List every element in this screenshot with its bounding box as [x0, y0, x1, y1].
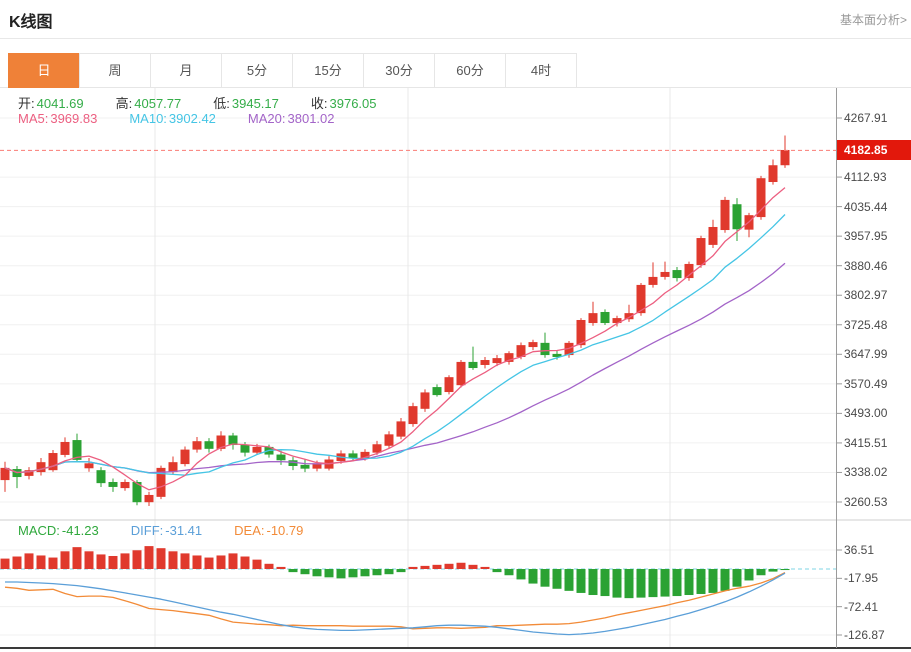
tab-interval-2[interactable]: 月 [150, 53, 222, 88]
price-tick-label: 3260.53 [844, 494, 888, 509]
price-tick-label: 3957.95 [844, 229, 888, 244]
tab-interval-7[interactable]: 4时 [505, 53, 577, 88]
price-tick-label: 3570.49 [844, 376, 888, 391]
legend-item: 低: 3945.17 [213, 96, 279, 111]
tab-interval-0[interactable]: 日 [8, 53, 80, 88]
legend-item: MA10: 3902.42 [129, 111, 216, 126]
price-tick-label: 3493.00 [844, 406, 888, 421]
tab-interval-1[interactable]: 周 [79, 53, 151, 88]
legend-item: DEA: -10.79 [234, 523, 304, 538]
price-tick-label: 3647.99 [844, 347, 888, 362]
price-tick-label: 3338.02 [844, 465, 888, 480]
ma-legend: MA5: 3969.83 MA10: 3902.42 MA20: 3801.02 [18, 111, 367, 126]
tab-interval-3[interactable]: 5分 [221, 53, 293, 88]
price-tick-label: 3725.48 [844, 317, 888, 332]
legend-item: 开: 4041.69 [18, 96, 84, 111]
price-tick-label: 3415.51 [844, 435, 888, 450]
legend-item: MA5: 3969.83 [18, 111, 98, 126]
header-divider [0, 38, 911, 39]
legend-item: 高: 4057.77 [115, 96, 182, 111]
macd-legend: MACD: -41.23 DIFF: -31.41 DEA: -10.79 [18, 523, 335, 538]
tab-interval-5[interactable]: 30分 [363, 53, 435, 88]
fundamental-analysis-link[interactable]: 基本面分析> [839, 13, 907, 27]
price-tick-label: 4112.93 [844, 170, 887, 185]
tab-interval-4[interactable]: 15分 [292, 53, 364, 88]
legend-item: 收: 3976.05 [310, 96, 377, 111]
page-title: K线图 [9, 14, 53, 31]
price-tick-label: 3880.46 [844, 258, 888, 273]
macd-tick-label: -17.95 [844, 571, 879, 586]
interval-tabbar: 日周月 5分 15分 30分 60分 4时 [8, 53, 577, 88]
price-tick-label: 4035.44 [844, 199, 888, 214]
legend-item: DIFF: -31.41 [130, 523, 203, 538]
ohlc-legend: 开: 4041.69 高: 4057.77 低: 3945.17 收: 3976.05 [18, 93, 409, 112]
price-tick-label: 4267.91 [844, 111, 888, 125]
macd-tick-label: -72.41 [844, 599, 879, 614]
header: K线图 基本面分析> [0, 0, 911, 38]
legend-item: MA20: 3801.02 [247, 111, 335, 126]
macd-tick-label: -126.87 [844, 628, 885, 642]
macd-tick-label: 36.51 [844, 543, 875, 557]
legend-item: MACD: -41.23 [18, 523, 99, 538]
tab-interval-6[interactable]: 60分 [434, 53, 506, 88]
kline-chart-area[interactable]: 开: 4041.69 高: 4057.77 低: 3945.17 收: 3976.05 MA5… [0, 88, 911, 652]
kline-chart-canvas[interactable] [0, 88, 911, 652]
current-price-badge: 4182.85 [837, 140, 911, 161]
price-tick-label: 3802.97 [844, 288, 888, 303]
